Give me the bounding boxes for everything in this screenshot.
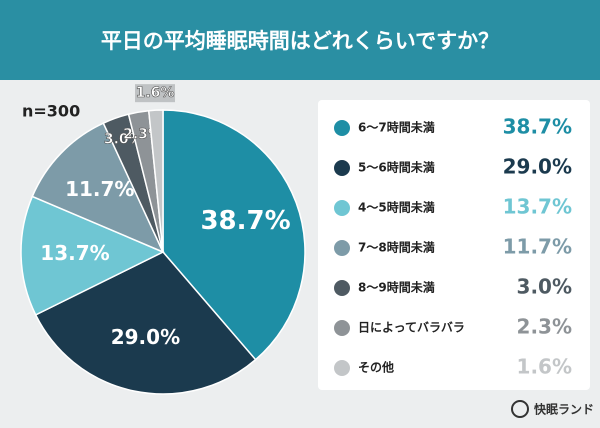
legend-swatch: [334, 360, 350, 376]
data-label: 29.0%: [111, 325, 180, 349]
chart-title: 平日の平均睡眠時間はどれくらいですか？: [101, 29, 499, 53]
brand: 快眠ランド: [534, 402, 594, 417]
pie-slice: [34, 251, 257, 395]
pie-slice: [31, 122, 165, 254]
data-label: 13.7%: [40, 241, 109, 265]
legend-label: 5〜6時間未満: [358, 160, 435, 175]
legend-swatch: [334, 280, 350, 296]
legend-label: 8〜9時間未満: [358, 280, 435, 295]
legend-label: 日によってバラバラ: [358, 321, 465, 335]
legend-value: 38.7%: [503, 115, 572, 139]
brand-logo: [511, 400, 529, 418]
legend-label: その他: [358, 360, 394, 375]
data-label: 11.7%: [65, 177, 134, 201]
legend-swatch: [334, 240, 350, 256]
legend-value: 2.3%: [517, 315, 572, 339]
legend-value: 3.0%: [517, 275, 572, 299]
data-label: 1.6%: [136, 85, 175, 101]
sample-size: n=300: [22, 102, 80, 121]
pie-slice: [20, 195, 165, 316]
legend-swatch: [334, 320, 350, 336]
legend-label: 7〜8時間未満: [358, 240, 435, 255]
legend-value: 11.7%: [503, 235, 572, 259]
legend-label: 6〜7時間未満: [358, 120, 435, 135]
legend-swatch: [334, 120, 350, 136]
legend-swatch: [334, 160, 350, 176]
legend-box: [318, 100, 590, 390]
label-box: [135, 84, 176, 103]
pie-slice: [147, 109, 164, 253]
legend-value: 29.0%: [503, 155, 572, 179]
pie-slice: [162, 109, 306, 361]
legend-value: 1.6%: [517, 355, 572, 379]
data-label: 38.7%: [200, 206, 290, 236]
legend-value: 13.7%: [503, 195, 572, 219]
header: [0, 0, 600, 80]
legend-label: 4〜5時間未満: [358, 200, 435, 215]
legend-swatch: [334, 200, 350, 216]
